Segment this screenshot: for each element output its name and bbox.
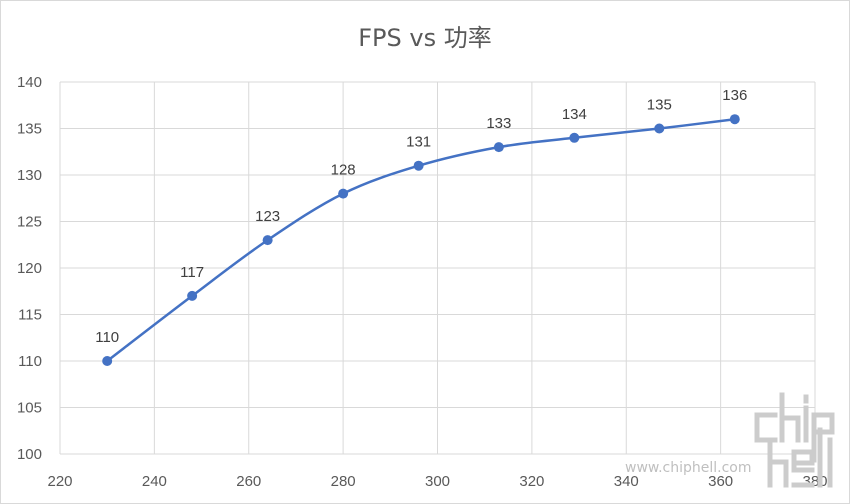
data-point	[729, 114, 740, 125]
data-label: 136	[722, 87, 747, 104]
data-label: 134	[562, 106, 587, 123]
y-tick-label: 100	[17, 446, 42, 463]
y-tick-label: 140	[17, 74, 42, 91]
y-tick-label: 110	[18, 353, 42, 370]
y-tick-label: 105	[17, 400, 42, 417]
data-point	[493, 142, 504, 153]
data-point	[102, 356, 113, 366]
x-tick-label: 360	[708, 473, 733, 490]
x-tick-label: 260	[236, 473, 261, 490]
x-tick-label: 320	[519, 473, 544, 490]
data-point	[262, 235, 273, 246]
data-label: 128	[331, 162, 356, 179]
axes: 100 105 110 115 120 125 130 135 140 220 240 260 280 3…	[17, 74, 828, 490]
y-tick-label: 115	[18, 307, 42, 324]
watermark-url: www.chiphell.com	[625, 460, 752, 476]
y-tick-label: 120	[17, 260, 42, 277]
series-layer: 110 117 123 128 131 133 134 135 136	[95, 87, 747, 366]
data-point	[569, 132, 580, 143]
x-tick-label: 340	[614, 473, 639, 490]
y-tick-label: 135	[17, 121, 42, 138]
x-tick-label: 240	[142, 473, 167, 490]
gridlines	[59, 81, 816, 455]
data-point	[338, 188, 349, 199]
x-tick-label: 220	[47, 473, 72, 490]
data-point	[654, 123, 665, 134]
y-tick-label: 125	[17, 214, 42, 231]
data-label: 123	[255, 208, 280, 225]
watermark-logo: chip hell	[754, 392, 835, 488]
data-label: 133	[486, 115, 511, 132]
data-point	[187, 290, 198, 301]
x-tick-label: 300	[425, 473, 450, 490]
x-tick-label: 280	[331, 473, 356, 490]
data-label: 135	[647, 97, 672, 114]
chart-title: FPS vs 功率	[358, 24, 491, 52]
data-label: 110	[95, 329, 119, 346]
data-label: 117	[180, 264, 204, 281]
data-point	[413, 160, 424, 171]
data-label: 131	[406, 134, 431, 151]
y-tick-label: 130	[17, 167, 42, 184]
